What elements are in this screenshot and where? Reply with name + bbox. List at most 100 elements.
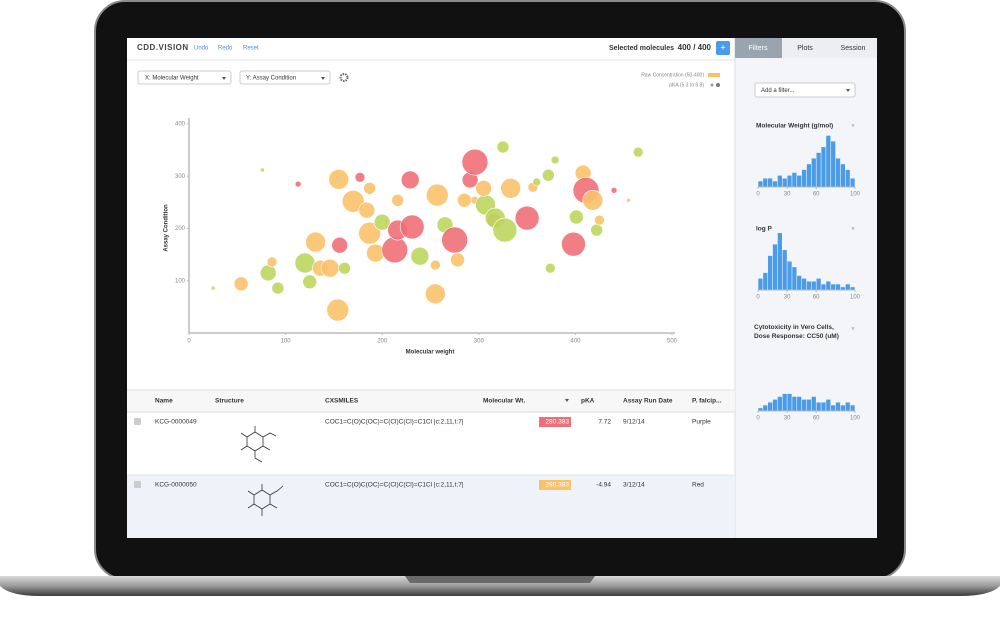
add-button[interactable]	[716, 41, 730, 55]
histogram-bar	[777, 396, 782, 411]
dropdown-arrow	[222, 77, 226, 80]
histogram-bar	[763, 178, 768, 187]
close-icon[interactable]: ×	[851, 227, 855, 233]
x-tick-label: 0	[187, 339, 191, 345]
row-checkbox[interactable]	[134, 481, 141, 488]
bubble	[354, 171, 366, 183]
filter-title: log P	[756, 226, 773, 233]
logo: CDD.VISION	[137, 43, 189, 52]
column-header: Structure	[215, 398, 244, 405]
x-tick-label: 200	[377, 339, 388, 345]
histogram-bar	[821, 284, 826, 290]
column-header: Name	[155, 398, 173, 405]
cell-mw: 280.383	[546, 419, 570, 426]
sort-arrow[interactable]	[565, 399, 569, 402]
x-tick-label: 100	[850, 295, 861, 301]
bubble	[373, 213, 391, 231]
redo[interactable]: Redo	[218, 46, 233, 52]
histogram-bar	[835, 402, 841, 411]
laptop-base	[0, 576, 1000, 596]
histogram-bar	[777, 175, 782, 187]
histogram-bar	[797, 175, 802, 187]
x-tick-label: 0	[756, 192, 760, 198]
y-tick-label: 400	[175, 122, 186, 128]
column-header: Assay Run Date	[623, 398, 673, 405]
y-select[interactable]	[239, 70, 331, 85]
histogram-bar	[768, 178, 773, 187]
histogram-bar	[806, 281, 812, 290]
x-select[interactable]	[137, 70, 232, 85]
tab[interactable]: Plots	[797, 45, 813, 52]
settings-icon[interactable]	[339, 73, 349, 82]
tab[interactable]: Filters	[748, 45, 768, 52]
histogram-bar	[840, 405, 845, 411]
close-icon[interactable]: ×	[851, 124, 855, 130]
bubble	[302, 274, 318, 290]
x-tick-label: 30	[784, 192, 791, 198]
y-axis-label: Assay Condition	[164, 204, 170, 252]
histogram-bar	[811, 281, 816, 290]
histogram-bar	[758, 181, 763, 187]
bubble	[210, 285, 216, 291]
bubble	[425, 283, 446, 305]
histogram-bar	[821, 147, 826, 187]
selected-label: Selected molecules	[609, 45, 674, 52]
bubble	[590, 223, 603, 237]
tab-active[interactable]	[735, 38, 782, 58]
add-filter-select[interactable]	[754, 82, 856, 98]
bubble	[610, 187, 618, 194]
column-header: P. falcip...	[692, 398, 722, 405]
bubble	[514, 205, 540, 231]
bubble	[425, 183, 449, 207]
column-header: pKA	[581, 398, 595, 405]
histogram-bar	[816, 152, 821, 187]
histogram-bar	[782, 393, 787, 411]
histogram-bar	[835, 284, 841, 290]
bubble	[233, 276, 249, 292]
histogram-bar	[850, 405, 855, 411]
histogram-bar	[831, 405, 836, 411]
histogram-bar	[816, 402, 821, 411]
cell-date: 9/12/14	[623, 419, 645, 426]
histogram-bar	[816, 278, 821, 290]
cell-pka: 7.72	[598, 419, 611, 426]
histogram-bar	[758, 278, 763, 290]
histogram-bar	[801, 169, 807, 187]
histogram-bar	[845, 402, 850, 411]
cell-pka: -4.94	[596, 482, 611, 489]
x-tick-label: 400	[570, 339, 581, 345]
filter-title: Cytotoxicity in Vero Cells, Dose Respons…	[754, 324, 839, 340]
bubble	[450, 252, 465, 268]
y-select-label: Y: Assay Condition	[246, 76, 296, 82]
x-tick-label: 500	[667, 339, 678, 345]
y-tick-label: 200	[175, 226, 186, 232]
bubble	[441, 226, 468, 254]
tab[interactable]: Session	[841, 45, 866, 52]
column-header: CXSMILES	[325, 398, 359, 405]
cell-pfalcip: Red	[692, 482, 704, 489]
histogram-bar	[850, 178, 855, 187]
bubble	[305, 231, 326, 253]
bubble	[582, 189, 604, 211]
row-highlight	[127, 475, 735, 538]
tab-bar	[782, 38, 877, 58]
bubble	[492, 217, 518, 243]
filter-title: Molecular Weight (g/mol)	[756, 123, 833, 130]
bubble	[542, 168, 555, 182]
bubble	[544, 262, 556, 274]
x-tick-label: 30	[784, 295, 791, 301]
histogram-bar	[787, 175, 792, 187]
reset[interactable]: Reset	[243, 46, 259, 52]
close-icon[interactable]: ×	[851, 327, 855, 333]
histogram-bar	[826, 135, 831, 187]
column-header: Molecular Wt.	[483, 398, 525, 405]
bubble	[260, 167, 265, 173]
histogram-bar	[787, 261, 792, 290]
row-checkbox[interactable]	[134, 418, 141, 425]
color-legend: pKA (5.3 to 9.8)	[669, 82, 704, 88]
bubble	[461, 148, 489, 176]
table-header	[127, 390, 735, 412]
x-tick-label: 0	[756, 416, 760, 422]
undo[interactable]: Undo	[194, 46, 209, 52]
add-filter: Add a filter...	[761, 88, 795, 94]
